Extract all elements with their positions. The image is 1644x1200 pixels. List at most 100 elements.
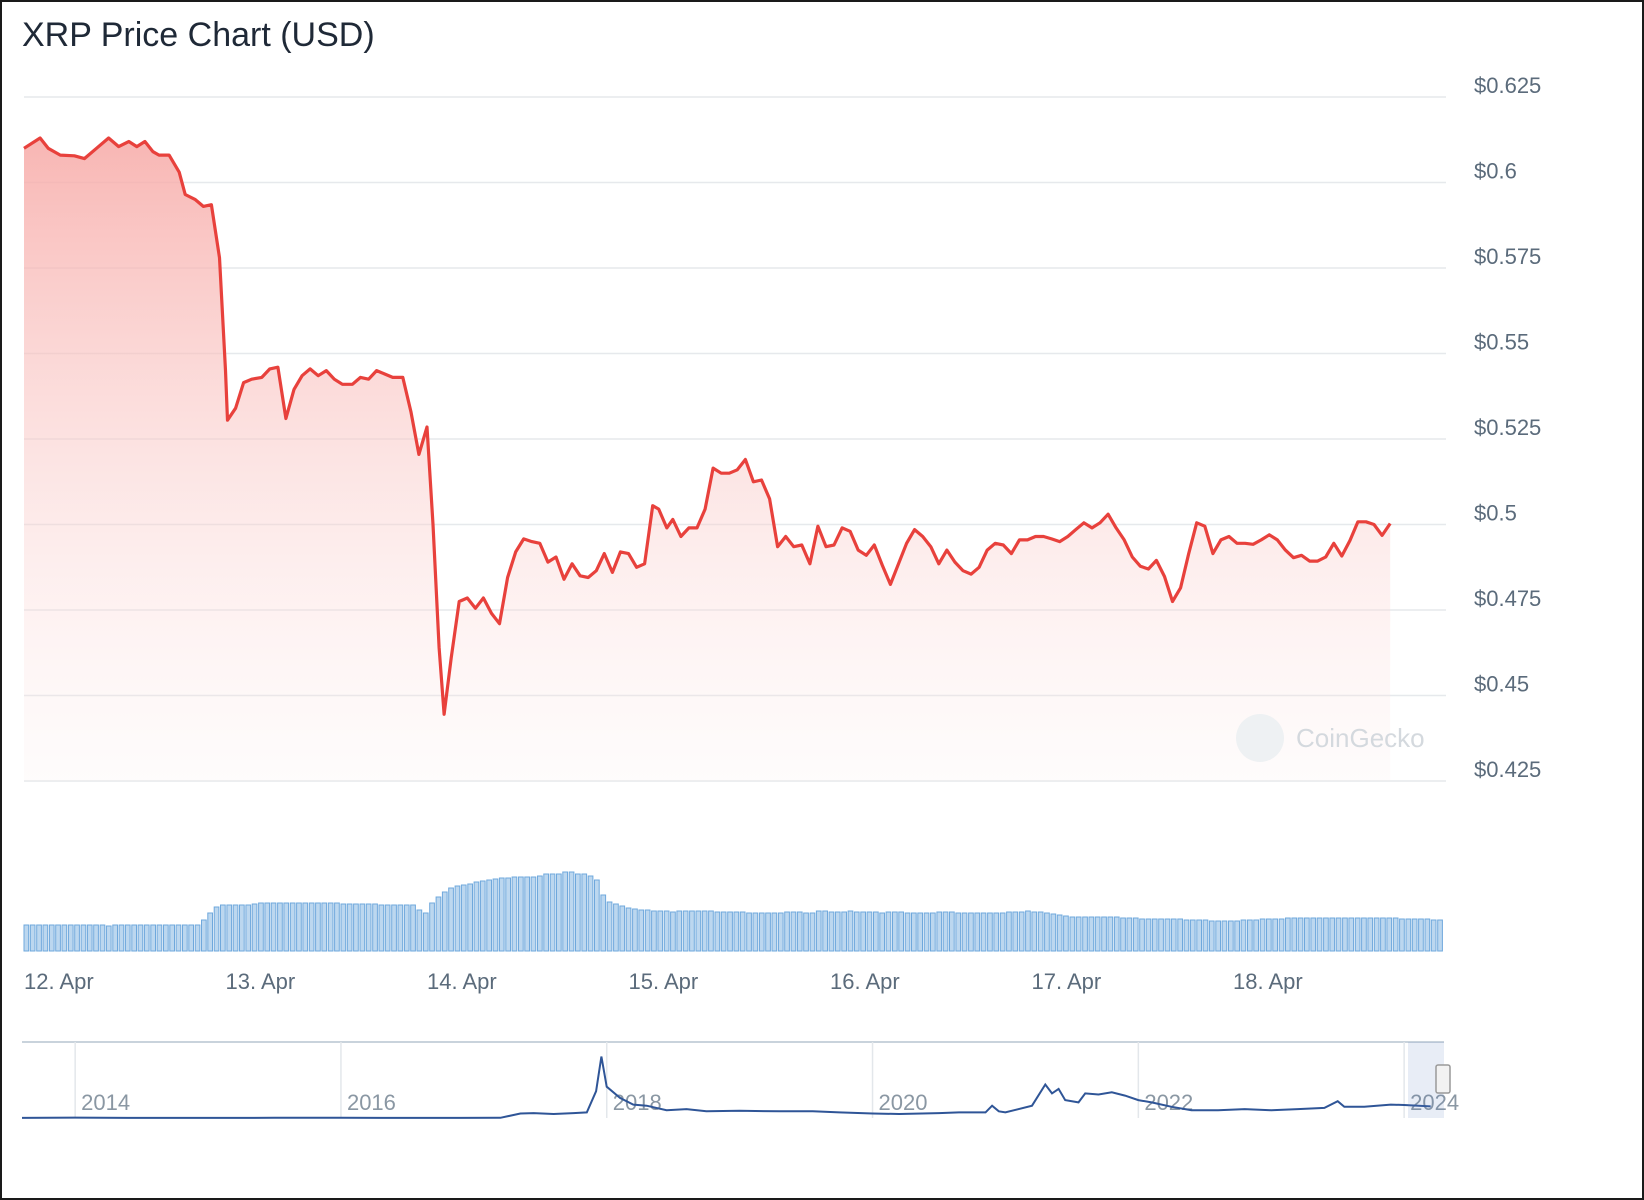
volume-bar <box>23 924 30 952</box>
volume-bar <box>1120 917 1126 952</box>
volume-bar <box>885 911 892 952</box>
volume-bar <box>1006 911 1012 952</box>
volume-bar <box>169 924 176 952</box>
volume-bar <box>486 879 492 952</box>
volume-bar <box>841 911 847 952</box>
volume-bar <box>1196 919 1203 952</box>
volume-bar <box>1373 917 1380 952</box>
volume-bar <box>175 924 182 952</box>
price-series-line[interactable] <box>23 136 1392 716</box>
x-tick-label: 14. Apr <box>427 969 497 994</box>
volume-bar <box>784 911 790 952</box>
volume-bar <box>961 912 968 952</box>
volume-bar <box>36 924 42 952</box>
volume-bar <box>1139 918 1145 952</box>
volume-bar <box>1323 917 1329 952</box>
volume-bar <box>1234 920 1241 952</box>
navigator-year-label: 2024 <box>1410 1090 1459 1115</box>
volume-bar <box>1215 920 1222 952</box>
volume-bar <box>1126 917 1133 952</box>
volume-bar <box>1437 919 1443 952</box>
x-tick-label: 16. Apr <box>830 969 900 994</box>
volume-bar <box>1069 916 1076 952</box>
volume-bar <box>606 901 613 952</box>
watermark-text: CoinGecko <box>1296 723 1425 753</box>
volume-bar <box>1272 918 1279 952</box>
volume-bar <box>1285 917 1291 952</box>
price-line[interactable] <box>23 136 1392 716</box>
navigator-year-label: 2020 <box>879 1090 928 1115</box>
volume-bar <box>632 908 638 952</box>
volume-bar <box>594 879 600 952</box>
volume-bar <box>1202 919 1209 952</box>
volume-bar <box>403 904 410 952</box>
range-navigator[interactable]: 201420162018202020222024 <box>21 1041 1459 1119</box>
volume-bar <box>1170 918 1177 952</box>
volume-bar <box>397 904 404 952</box>
gecko-logo-icon <box>1236 714 1284 762</box>
volume-bar <box>384 904 391 952</box>
price-area <box>24 138 1391 781</box>
volume-bar <box>346 903 353 952</box>
volume-bar <box>1228 920 1234 952</box>
volume-bar <box>226 904 233 952</box>
volume-bar <box>188 924 195 952</box>
volume-bar <box>1145 918 1152 952</box>
volume-bar <box>201 919 207 952</box>
volume-bar <box>689 910 695 952</box>
volume-bar <box>1335 917 1342 952</box>
volume-bar <box>765 912 771 952</box>
x-tick-label: 13. Apr <box>226 969 296 994</box>
volume-bar <box>1386 917 1393 952</box>
volume-bar <box>353 903 359 952</box>
volume-bar <box>112 924 119 952</box>
volume-bar <box>670 911 676 952</box>
volume-bar <box>302 902 309 952</box>
volume-bar <box>61 924 68 952</box>
x-tick-label: 15. Apr <box>629 969 699 994</box>
volume-bar <box>619 905 626 952</box>
volume-bar <box>600 894 607 952</box>
volume-bar <box>86 924 93 952</box>
volume-bar <box>492 878 499 952</box>
volume-bar <box>131 924 138 952</box>
volume-bar <box>213 906 220 952</box>
volume-bar <box>1405 918 1412 952</box>
volume-bar <box>1259 918 1266 952</box>
volume-bar <box>1297 917 1304 952</box>
volume-bar <box>1348 917 1355 952</box>
volume-bar <box>105 925 112 952</box>
volume-bar <box>815 910 822 952</box>
x-axis: 12. Apr 13. Apr 14. Apr 15. Apr 16. Apr 17. A… <box>24 969 1303 994</box>
volume-bar <box>511 876 518 952</box>
volume-bar <box>1361 917 1367 952</box>
volume-bar <box>1063 915 1069 952</box>
volume-bar <box>454 885 461 952</box>
volume-bar <box>1088 916 1095 952</box>
volume-bar <box>163 924 169 952</box>
volume-bar <box>796 911 803 952</box>
volume-bar <box>942 911 949 952</box>
y-tick-label: $0.6 <box>1474 159 1517 184</box>
volume-bar <box>771 912 778 952</box>
volume-bar <box>422 912 429 952</box>
volume-bar <box>1012 911 1019 952</box>
volume-bar <box>1392 917 1399 952</box>
volume-bar <box>904 912 911 952</box>
volume-bar <box>695 910 702 952</box>
y-tick-label: $0.5 <box>1474 501 1517 526</box>
volume-bar <box>42 924 49 952</box>
navigator-year-label: 2014 <box>81 1090 130 1115</box>
navigator-handle[interactable] <box>1435 1064 1451 1094</box>
volume-bar <box>270 902 277 952</box>
y-tick-label: $0.55 <box>1474 330 1529 355</box>
volume-bar <box>118 924 125 952</box>
volume-bar <box>581 873 588 952</box>
volume-bar <box>1278 918 1285 952</box>
volume-bar <box>790 911 797 952</box>
volume-bar <box>1247 919 1253 952</box>
volume-bar <box>29 924 36 952</box>
volume-bar <box>1310 917 1317 952</box>
volume-bar <box>48 924 55 952</box>
